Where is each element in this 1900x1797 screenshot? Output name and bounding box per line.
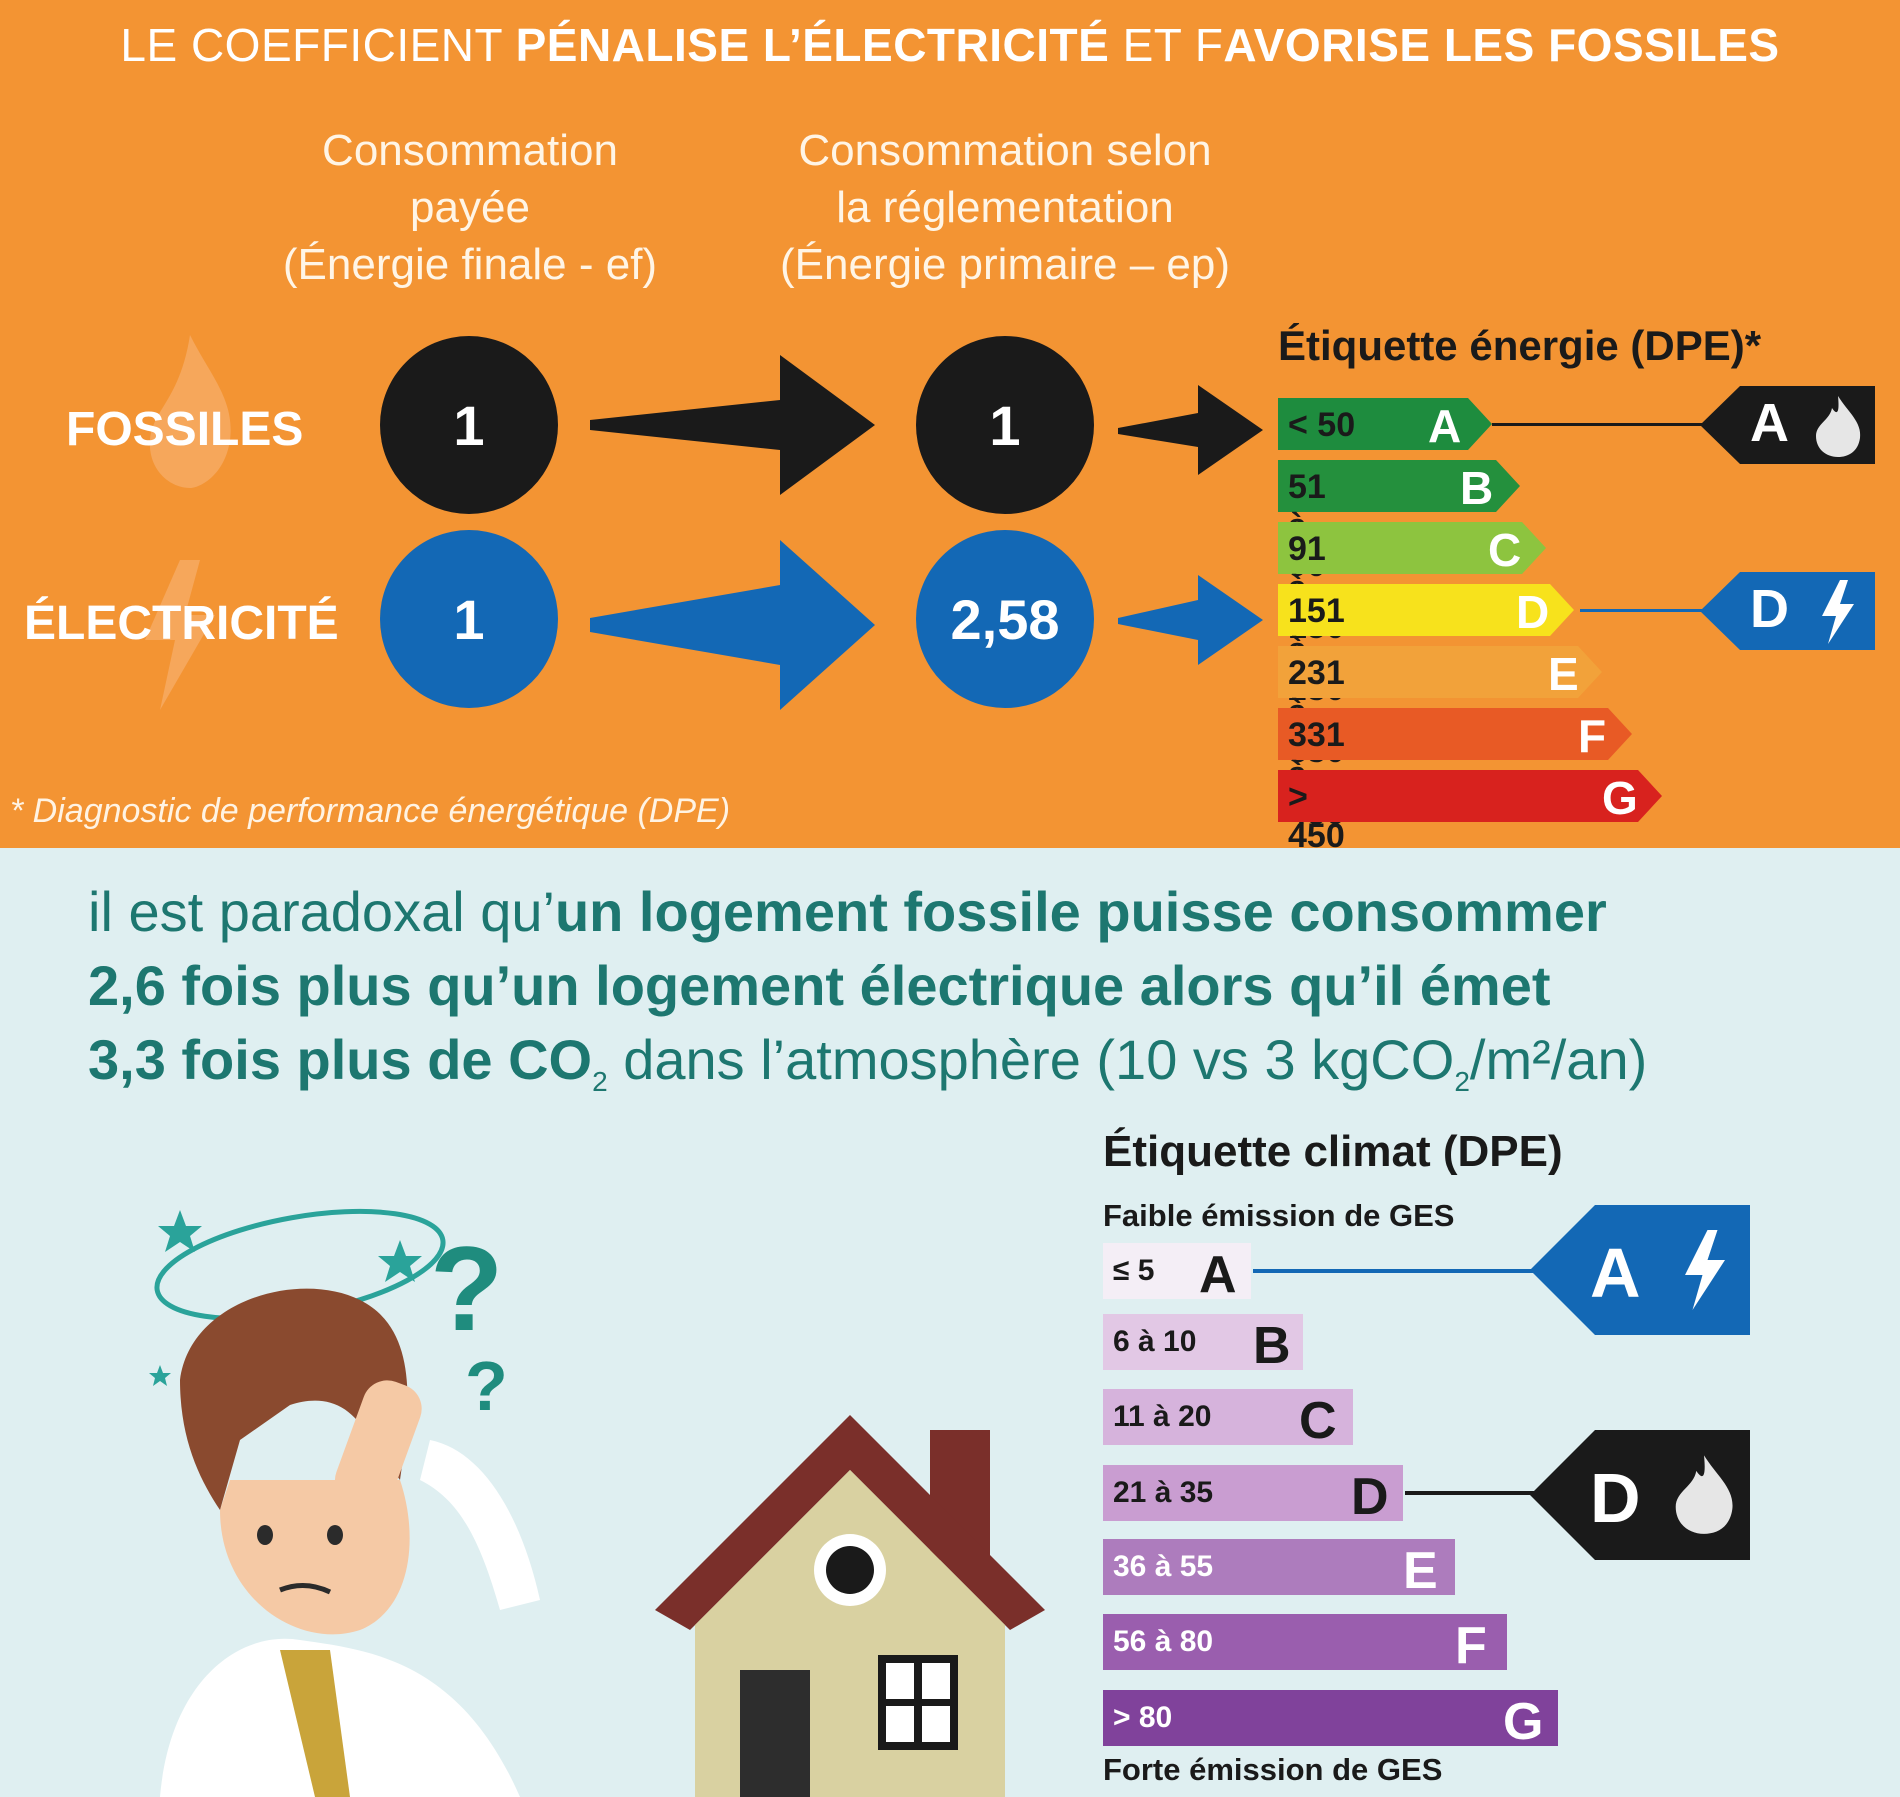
climate-class-e: 36 à 55 E	[1103, 1539, 1455, 1600]
column-header-final-energy: Consommation payée (Énergie finale - ef)	[282, 126, 658, 289]
climate-class-g: > 80 G	[1103, 1690, 1558, 1751]
house-illustration	[655, 1415, 1045, 1797]
row-label-electricity: ÉLECTRICITÉ	[24, 597, 339, 650]
fossil-primary-energy-circle: 1	[916, 336, 1094, 514]
fossil-energy-marker: A	[1700, 386, 1875, 464]
climate-electric-connector	[1253, 1269, 1538, 1273]
electricity-final-energy-circle: 1	[380, 530, 558, 708]
fossil-arrow-icon	[590, 355, 875, 495]
climate-fossil-connector	[1405, 1491, 1538, 1495]
electric-energy-marker: D	[1700, 572, 1875, 650]
message-text: il est paradoxal qu’un logement fossile …	[88, 880, 1648, 1098]
footnote: * Diagnostic de performance énergétique …	[10, 792, 731, 830]
bolt-bg-icon	[145, 560, 215, 710]
high-emission-caption: Forte émission de GES	[1103, 1752, 1443, 1787]
climate-class-d: 21 à 35 D	[1103, 1465, 1403, 1526]
energy-class-a: < 50 A	[1278, 398, 1492, 452]
climate-label-heading: Étiquette climat (DPE)	[1103, 1127, 1563, 1176]
flame-icon	[1816, 396, 1861, 457]
svg-text:?: ?	[465, 1347, 508, 1425]
electric-energy-connector	[1580, 609, 1710, 612]
column-header-primary-energy: Consommation selon la réglementation (Éner…	[780, 126, 1230, 289]
fossil-small-arrow-icon	[1118, 385, 1263, 475]
electricity-small-arrow-icon	[1118, 575, 1263, 665]
electricity-arrow-icon	[590, 540, 875, 710]
bolt-icon	[1822, 580, 1854, 644]
low-emission-caption: Faible émission de GES	[1103, 1198, 1455, 1233]
climate-class-b: 6 à 10 B	[1103, 1314, 1303, 1375]
fossil-final-energy-circle: 1	[380, 336, 558, 514]
confused-man-illustration: ? ?	[149, 1208, 540, 1797]
svg-text:?: ?	[430, 1222, 503, 1356]
climate-bolt-icon	[1685, 1230, 1725, 1310]
climate-class-f: 56 à 80 F	[1103, 1614, 1507, 1675]
climate-class-c: 11 à 20 C	[1103, 1389, 1353, 1450]
climate-flame-icon	[1675, 1455, 1733, 1534]
top-panel: LE COEFFICIENT PÉNALISE L’ÉLECTRICITÉ ET…	[0, 0, 1900, 855]
climate-fossil-marker: D	[1530, 1430, 1750, 1560]
top-title: LE COEFFICIENT PÉNALISE L’ÉLECTRICITÉ ET…	[120, 19, 1780, 71]
fossil-energy-connector	[1492, 423, 1712, 426]
row-label-fossil: FOSSILES	[66, 403, 304, 456]
climate-class-a: ≤ 5 A	[1103, 1243, 1251, 1304]
climate-electric-marker: A	[1530, 1205, 1750, 1335]
flame-bg-icon	[149, 335, 231, 488]
energy-label-heading: Étiquette énergie (DPE)*	[1278, 322, 1762, 369]
electricity-primary-energy-circle: 2,58	[916, 530, 1094, 708]
